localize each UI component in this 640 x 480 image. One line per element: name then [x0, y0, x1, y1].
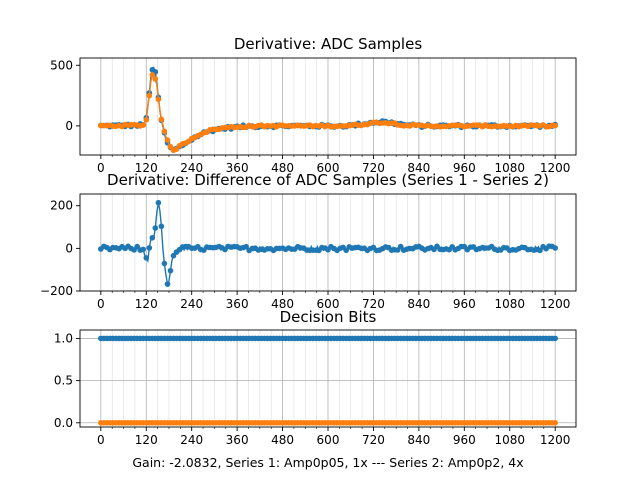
x-tick-label: 360	[226, 297, 249, 311]
plot-area: 0 120 240 360 480 600 720 840 960 1080 1200 0.0 0.5 1…	[54, 329, 577, 447]
data-point	[140, 122, 146, 128]
x-tick-label: 1080	[494, 297, 525, 311]
data-point	[146, 92, 153, 99]
chart-adc-difference: Derivative: Difference of ADC Samples (S…	[40, 171, 577, 311]
chart-title: Derivative: ADC Samples	[234, 35, 422, 53]
x-tick-label: 600	[317, 297, 340, 311]
data-point	[552, 335, 558, 342]
x-tick-label: 1080	[494, 161, 525, 175]
series-1	[98, 199, 558, 287]
data-point	[149, 72, 156, 78]
data-point	[167, 267, 174, 274]
plot-area: 0 120 240 360 480 600 720 840 960 1080 1200 0 500	[50, 57, 577, 175]
series-2	[98, 72, 558, 154]
x-tick-label: 240	[180, 433, 203, 447]
plot-area: 0 120 240 360 480 600 720 840 960 1080 1200 −200 0 20…	[40, 193, 577, 311]
data-point	[243, 243, 249, 250]
x-tick-label: 480	[271, 433, 294, 447]
x-tick-label: 600	[317, 433, 340, 447]
series-1	[98, 335, 558, 342]
x-tick-label: 840	[407, 161, 430, 175]
data-point	[140, 246, 146, 253]
data-point	[143, 117, 150, 123]
data-point	[149, 235, 156, 241]
x-tick-label: 720	[362, 433, 385, 447]
chart-title: Decision Bits	[280, 308, 377, 326]
x-tick-label: 720	[362, 297, 385, 311]
grid	[100, 58, 556, 155]
y-tick-label: 1.0	[54, 331, 73, 345]
x-tick-label: 120	[135, 433, 158, 447]
grid	[100, 194, 556, 291]
data-point	[143, 255, 150, 261]
x-tick-label: 360	[226, 433, 249, 447]
x-tick-label: 480	[271, 161, 294, 175]
y-tick-label: 0	[65, 119, 73, 133]
y-tick-label: 0.0	[54, 416, 73, 430]
y-tick-label: −200	[40, 284, 73, 298]
x-tick-label: 360	[226, 161, 249, 175]
x-tick-label: 120	[135, 161, 158, 175]
x-tick-label: 1200	[540, 297, 571, 311]
data-point	[164, 137, 171, 143]
data-point	[161, 260, 168, 267]
y-tick-label: 500	[50, 58, 73, 72]
x-tick-label: 840	[407, 297, 430, 311]
chart-title: Derivative: Difference of ADC Samples (S…	[107, 171, 549, 189]
x-tick-label: 480	[271, 297, 294, 311]
x-tick-label: 0	[97, 433, 105, 447]
x-tick-label: 720	[362, 161, 385, 175]
x-tick-label: 960	[453, 161, 476, 175]
x-tick-label: 1200	[540, 161, 571, 175]
data-point	[164, 281, 171, 287]
x-tick-label: 240	[180, 297, 203, 311]
data-point	[155, 199, 162, 206]
x-tick-label: 240	[180, 161, 203, 175]
x-tick-label: 1080	[494, 433, 525, 447]
data-point	[552, 245, 558, 251]
x-tick-label: 1200	[540, 433, 571, 447]
data-point	[158, 223, 165, 230]
figure-caption: Gain: -2.0832, Series 1: Amp0p05, 1x ---…	[132, 455, 523, 470]
x-tick-label: 0	[97, 297, 105, 311]
data-point	[552, 122, 558, 129]
x-tick-label: 960	[453, 433, 476, 447]
data-point	[152, 225, 159, 231]
x-tick-label: 600	[317, 161, 340, 175]
data-point	[146, 245, 153, 251]
data-point	[537, 247, 543, 254]
chart-decision-bits: Decision Bits 0 120 240 360 480 600 720 840 960 1…	[54, 308, 577, 447]
y-tick-label: 0	[65, 241, 73, 255]
data-point	[158, 116, 165, 123]
chart-adc-samples: Derivative: ADC Samples 0 120 240 360 480 600…	[50, 35, 577, 175]
x-tick-label: 840	[407, 433, 430, 447]
x-tick-label: 0	[97, 161, 105, 175]
series-2	[98, 420, 558, 426]
x-tick-label: 120	[135, 297, 158, 311]
data-point	[161, 128, 168, 135]
data-point	[155, 96, 162, 103]
data-point	[552, 420, 558, 426]
y-tick-label: 0.5	[54, 374, 73, 388]
data-point	[152, 76, 159, 82]
x-tick-label: 960	[453, 297, 476, 311]
y-tick-label: 200	[50, 199, 73, 213]
